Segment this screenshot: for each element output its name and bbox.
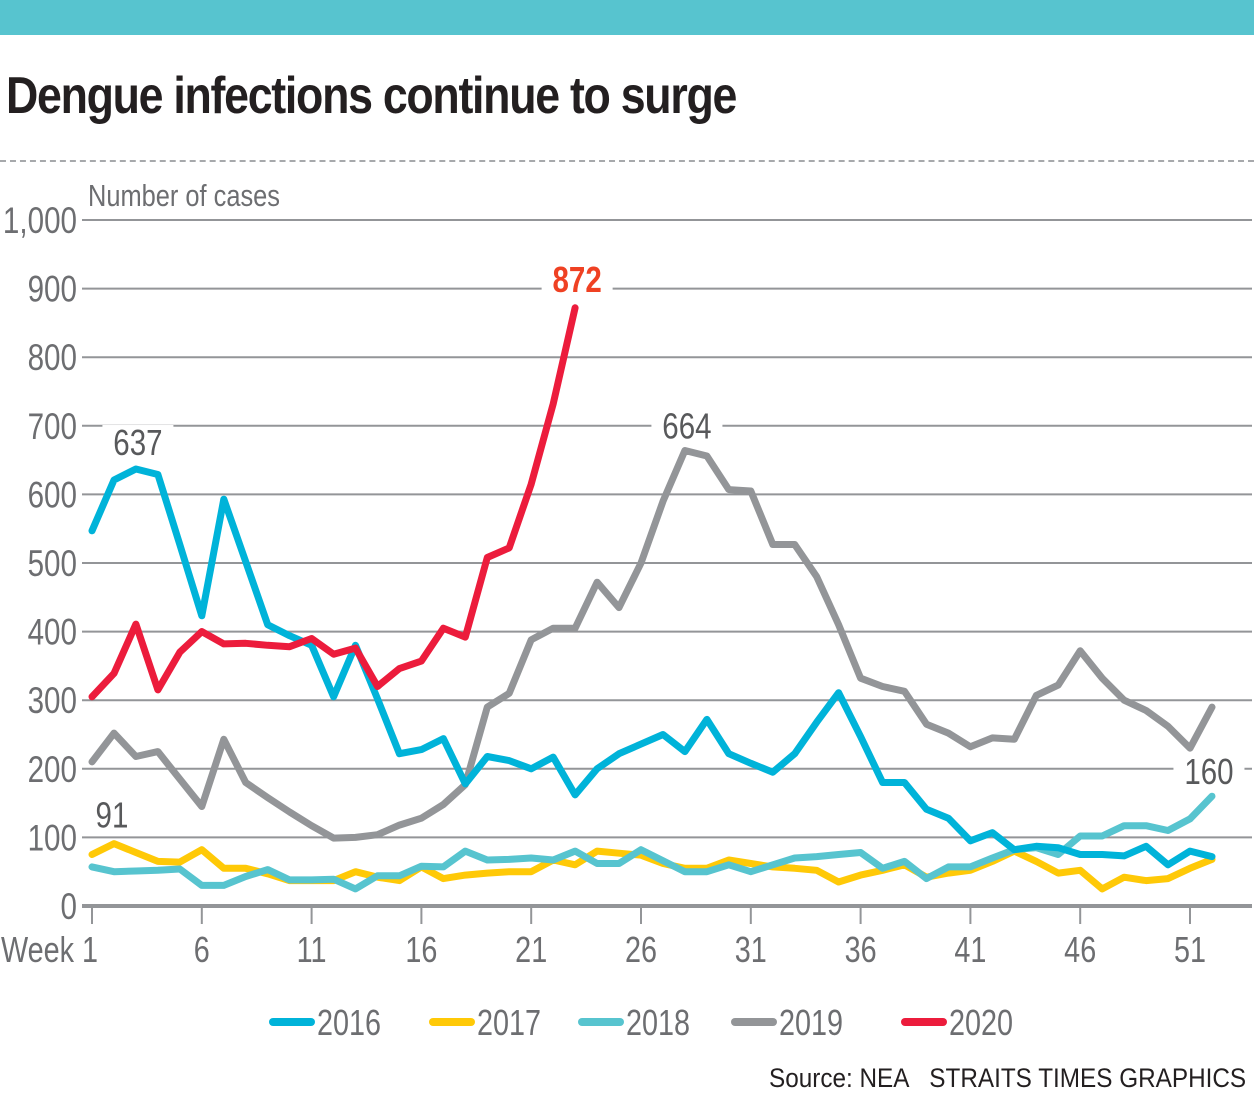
y-tick-label: 500 bbox=[28, 544, 77, 585]
x-axis: Week 1 6 11 16 21 26 31 36 41 46 51 bbox=[1, 906, 1206, 970]
y-tick-label: 1,000 bbox=[3, 201, 77, 242]
series-line-2019 bbox=[88, 447, 1216, 842]
y-tick-label: 400 bbox=[28, 613, 77, 654]
legend: 2016 2017 2018 2019 2020 bbox=[269, 1002, 1013, 1043]
series-line-2018 bbox=[88, 792, 1216, 893]
gridlines bbox=[82, 219, 1252, 908]
credit-text: STRAITS TIMES GRAPHICS bbox=[929, 1063, 1246, 1093]
header-color-band bbox=[0, 0, 1254, 35]
y-tick-label: 100 bbox=[28, 818, 77, 859]
x-tick-label: Week 1 bbox=[1, 929, 98, 970]
y-tick-label: 600 bbox=[28, 475, 77, 516]
x-tick-label: 31 bbox=[735, 929, 767, 970]
legend-label-2016: 2016 bbox=[317, 1002, 381, 1043]
source-line: Source: NEA STRAITS TIMES GRAPHICS bbox=[769, 1063, 1246, 1094]
series-line-2020 bbox=[88, 304, 579, 701]
y-tick-label: 900 bbox=[28, 270, 77, 311]
y-tick-label: 300 bbox=[28, 681, 77, 722]
series-line-2016 bbox=[88, 465, 1216, 869]
y-tick-label: 800 bbox=[28, 338, 77, 379]
x-tick-label: 46 bbox=[1064, 929, 1096, 970]
annotations: 637 91 664 160 872 bbox=[85, 259, 1245, 835]
annotation-label-2018: 160 bbox=[1184, 751, 1233, 791]
legend-label-2018: 2018 bbox=[626, 1002, 690, 1043]
y-axis-label: Number of cases bbox=[88, 179, 280, 214]
series-lines bbox=[88, 304, 1216, 893]
x-tick-label: 36 bbox=[845, 929, 877, 970]
legend-label-2020: 2020 bbox=[949, 1002, 1013, 1043]
annotation-label-2019: 664 bbox=[662, 406, 711, 446]
annotation-background bbox=[651, 408, 723, 443]
y-tick-label: 200 bbox=[28, 750, 77, 791]
legend-label-2019: 2019 bbox=[779, 1002, 843, 1043]
chart-title: Dengue infections continue to surge bbox=[6, 67, 737, 125]
annotation-label-2020: 872 bbox=[553, 259, 602, 299]
annotation-label-2017: 91 bbox=[96, 795, 129, 835]
dashed-divider bbox=[0, 160, 1254, 162]
x-tick-label: 41 bbox=[954, 929, 986, 970]
y-axis-tick-labels: 0 100 200 300 400 500 600 700 800 900 1,000 bbox=[3, 201, 77, 928]
x-tick-label: 21 bbox=[515, 929, 547, 970]
x-tick-label: 51 bbox=[1174, 929, 1206, 970]
x-tick-label: 11 bbox=[297, 929, 327, 970]
x-tick-label: 6 bbox=[194, 929, 210, 970]
annotation-background bbox=[541, 261, 613, 296]
x-tick-label: 16 bbox=[405, 929, 437, 970]
annotation-background bbox=[102, 425, 174, 460]
y-tick-label: 700 bbox=[28, 407, 77, 448]
x-tick-label: 26 bbox=[625, 929, 657, 970]
source-text: Source: NEA bbox=[768, 1063, 910, 1093]
annotation-background bbox=[85, 797, 138, 832]
annotation-background bbox=[1173, 754, 1245, 789]
annotation-label-2016: 637 bbox=[113, 422, 162, 462]
legend-label-2017: 2017 bbox=[477, 1002, 541, 1043]
y-tick-label: 0 bbox=[61, 887, 77, 928]
